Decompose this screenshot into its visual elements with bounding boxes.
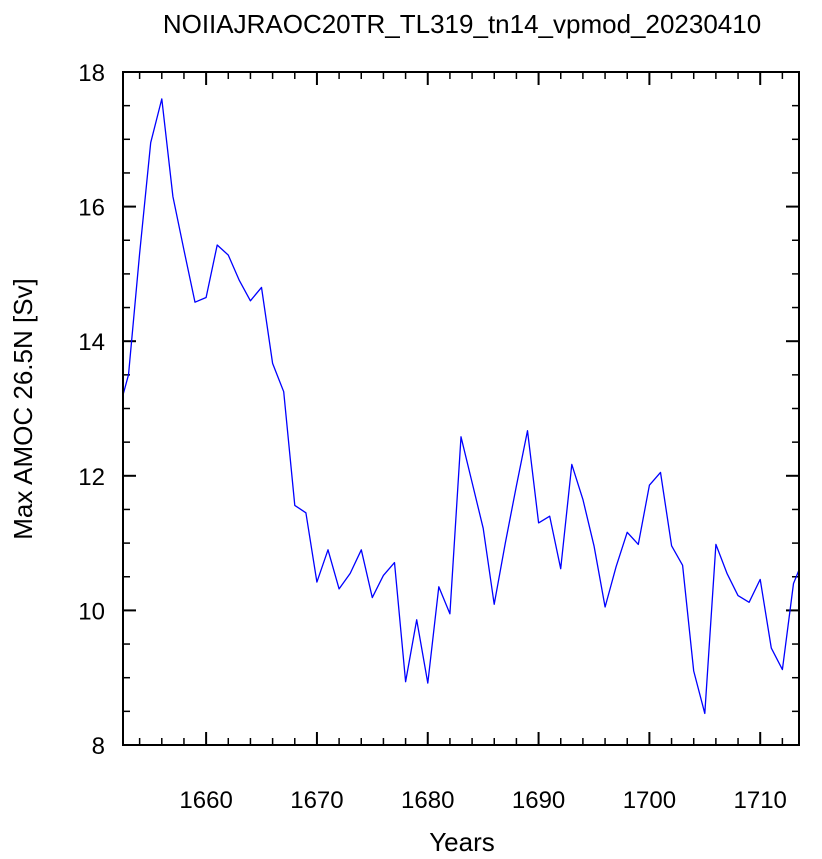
chart-title: NOIIAJRAOC20TR_TL319_tn14_vpmod_20230410 [163, 9, 761, 39]
axis-tick-labels: 1660 1670 1680 1690 1700 1710 8 10 12 14 16 18 [78, 60, 787, 814]
series-line-0 [122, 98, 800, 715]
y-tick-label: 18 [78, 60, 105, 87]
x-tick-label: 1690 [512, 787, 565, 814]
series-layer [122, 98, 800, 715]
x-tick-label: 1710 [734, 787, 787, 814]
y-tick-label: 16 [78, 195, 105, 222]
axis-ticks [123, 71, 799, 746]
y-tick-label: 10 [78, 598, 105, 625]
y-axis-title: Max AMOC 26.5N [Sv] [8, 278, 38, 540]
x-tick-label: 1660 [179, 787, 232, 814]
x-tick-label: 1670 [290, 787, 343, 814]
y-tick-label: 8 [92, 733, 105, 760]
plot-frame [122, 71, 800, 746]
x-axis-title: Years [429, 827, 495, 857]
x-tick-label: 1700 [623, 787, 676, 814]
x-tick-label: 1680 [401, 787, 454, 814]
y-tick-label: 14 [78, 329, 105, 356]
y-tick-label: 12 [78, 464, 105, 491]
